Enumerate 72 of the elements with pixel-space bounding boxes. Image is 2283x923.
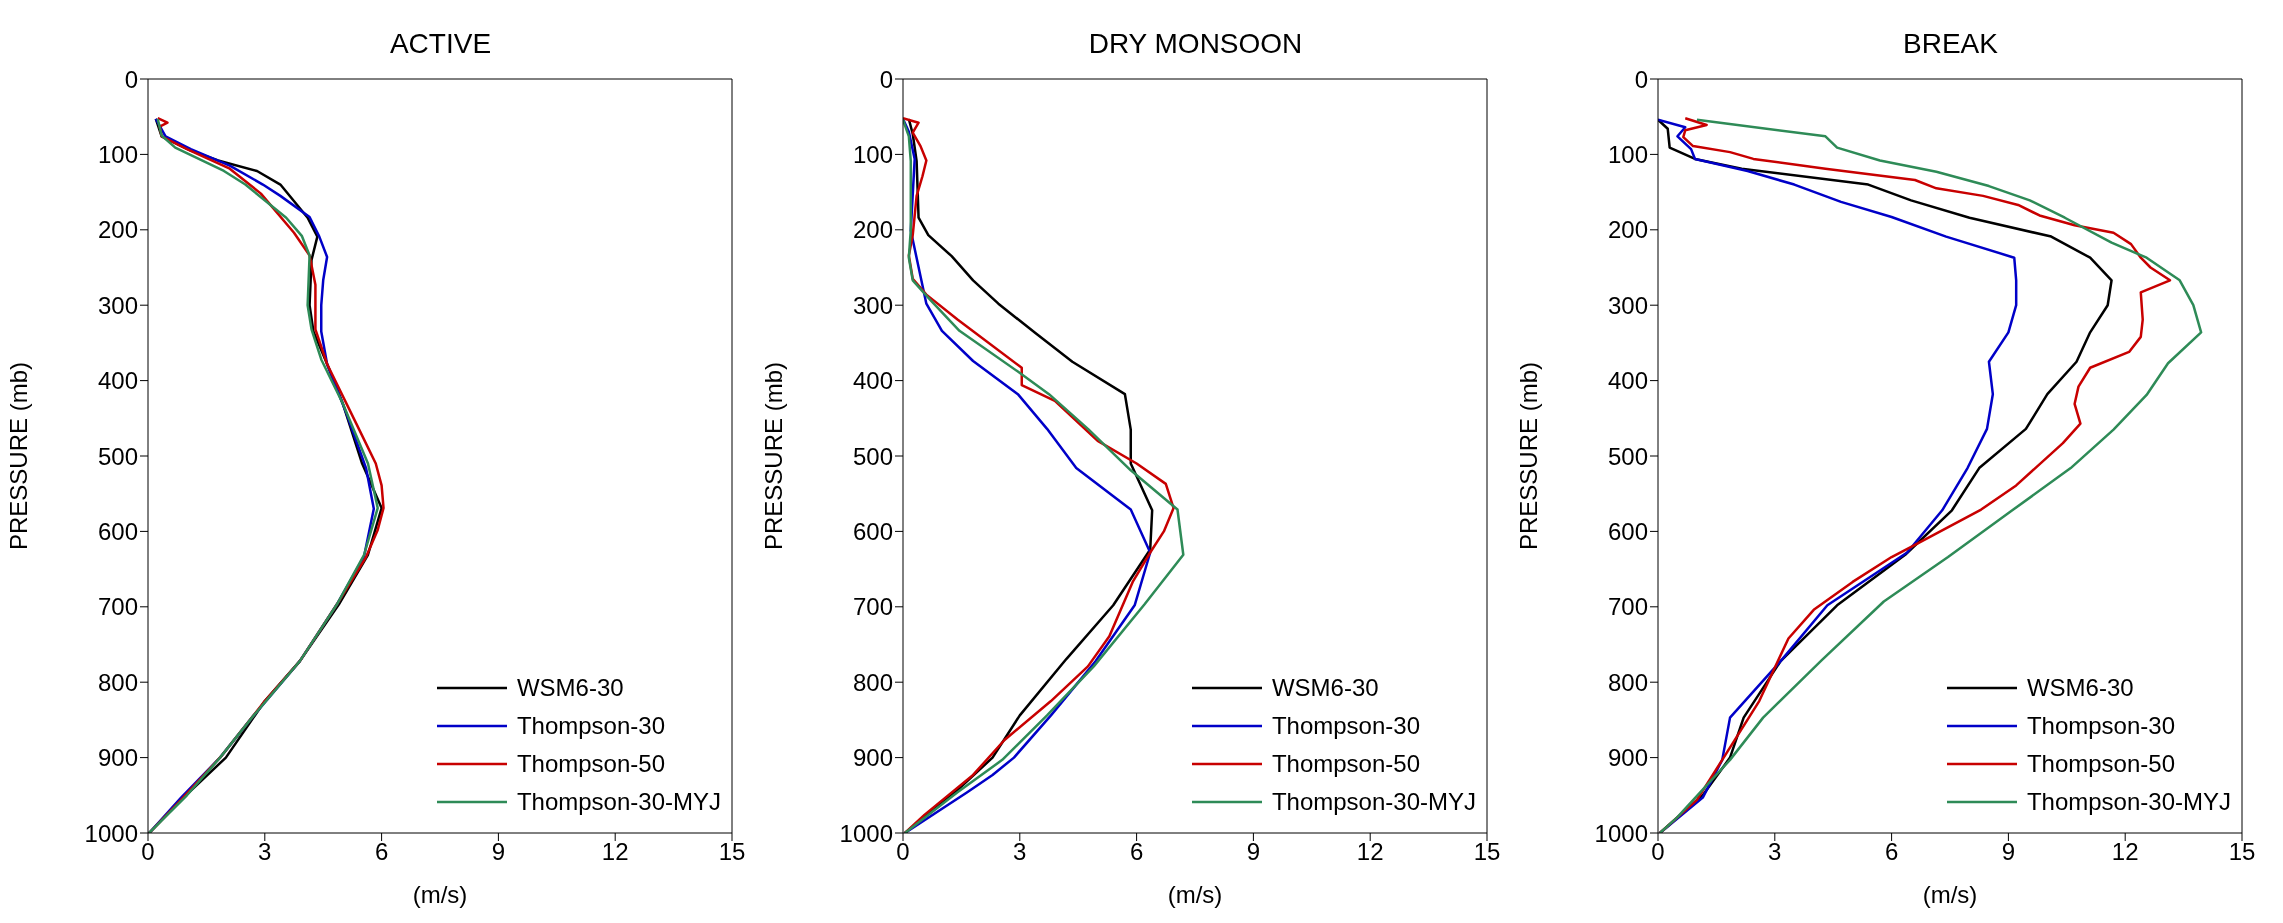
y-axis-title: PRESSURE (mb) — [4, 361, 32, 551]
x-tick-label: 9 — [1246, 838, 1261, 866]
y-tick-label: 100 — [1607, 140, 1648, 168]
y-tick-label: 300 — [97, 291, 138, 319]
x-tick-label: 3 — [258, 838, 272, 866]
y-tick-label: 600 — [1607, 517, 1648, 545]
y-tick-label: 300 — [852, 291, 893, 319]
legend-label: Thompson-30 — [516, 712, 665, 740]
x-tick-label: 3 — [1013, 838, 1027, 866]
y-axis-title: PRESSURE (mb) — [1514, 361, 1542, 551]
y-tick-label: 500 — [97, 442, 138, 470]
legend-label: Thompson-30-MYJ — [516, 788, 721, 816]
y-tick-label: 900 — [1607, 744, 1648, 772]
x-tick-label: 12 — [601, 838, 629, 866]
y-tick-label: 0 — [1634, 65, 1648, 93]
legend-label: Thompson-30 — [2026, 712, 2175, 740]
x-tick-label: 9 — [491, 838, 506, 866]
y-tick-label: 700 — [852, 593, 893, 621]
y-tick-label: 400 — [1607, 367, 1648, 395]
chart-title: ACTIVE — [388, 28, 493, 60]
y-tick-label: 200 — [852, 216, 893, 244]
legend-label: WSM6-30 — [516, 674, 624, 702]
x-tick-label: 15 — [2228, 838, 2256, 866]
y-tick-label: 200 — [1607, 216, 1648, 244]
y-tick-label: 100 — [852, 140, 893, 168]
x-tick-label: 12 — [2111, 838, 2139, 866]
x-tick-label: 0 — [141, 838, 155, 866]
y-tick-label: 400 — [97, 367, 138, 395]
chart-title: BREAK — [1902, 28, 1999, 60]
y-tick-label: 1000 — [839, 819, 893, 847]
chart-title: DRY MONSOON — [1087, 28, 1304, 60]
legend-label: Thompson-30 — [1271, 712, 1420, 740]
legend-label: WSM6-30 — [1271, 674, 1379, 702]
y-tick-label: 900 — [97, 744, 138, 772]
y-tick-label: 0 — [124, 65, 138, 93]
y-tick-label: 500 — [1607, 442, 1648, 470]
y-tick-label: 600 — [97, 517, 138, 545]
x-tick-label: 0 — [896, 838, 910, 866]
y-tick-label: 0 — [879, 65, 893, 93]
x-tick-label: 3 — [1768, 838, 1782, 866]
y-tick-label: 100 — [97, 140, 138, 168]
x-tick-label: 15 — [1473, 838, 1501, 866]
x-tick-label: 9 — [2001, 838, 2016, 866]
x-tick-label: 6 — [1129, 838, 1144, 866]
y-tick-label: 800 — [97, 668, 138, 696]
x-tick-label: 15 — [718, 838, 746, 866]
y-tick-label: 700 — [1607, 593, 1648, 621]
y-tick-label: 500 — [852, 442, 893, 470]
x-axis-title: (m/s) — [1922, 881, 1978, 908]
x-axis-title: (m/s) — [412, 881, 468, 908]
y-tick-label: 400 — [852, 367, 893, 395]
y-tick-label: 800 — [852, 668, 893, 696]
legend-label: Thompson-30-MYJ — [1271, 788, 1476, 816]
y-tick-label: 200 — [97, 216, 138, 244]
legend-label: Thompson-50 — [2026, 750, 2175, 778]
legend-label: Thompson-50 — [1271, 750, 1420, 778]
y-tick-label: 1000 — [84, 819, 138, 847]
legend-label: WSM6-30 — [2026, 674, 2134, 702]
legend-label: Thompson-50 — [516, 750, 665, 778]
y-tick-label: 600 — [852, 517, 893, 545]
legend-label: Thompson-30-MYJ — [2026, 788, 2231, 816]
x-tick-label: 12 — [1356, 838, 1384, 866]
y-tick-label: 700 — [97, 593, 138, 621]
y-tick-label: 800 — [1607, 668, 1648, 696]
x-tick-label: 6 — [374, 838, 389, 866]
x-tick-label: 6 — [1884, 838, 1899, 866]
y-tick-label: 1000 — [1594, 819, 1648, 847]
y-tick-label: 300 — [1607, 291, 1648, 319]
y-tick-label: 900 — [852, 744, 893, 772]
x-tick-label: 0 — [1651, 838, 1665, 866]
x-axis-title: (m/s) — [1167, 881, 1223, 908]
y-axis-title: PRESSURE (mb) — [759, 361, 787, 551]
